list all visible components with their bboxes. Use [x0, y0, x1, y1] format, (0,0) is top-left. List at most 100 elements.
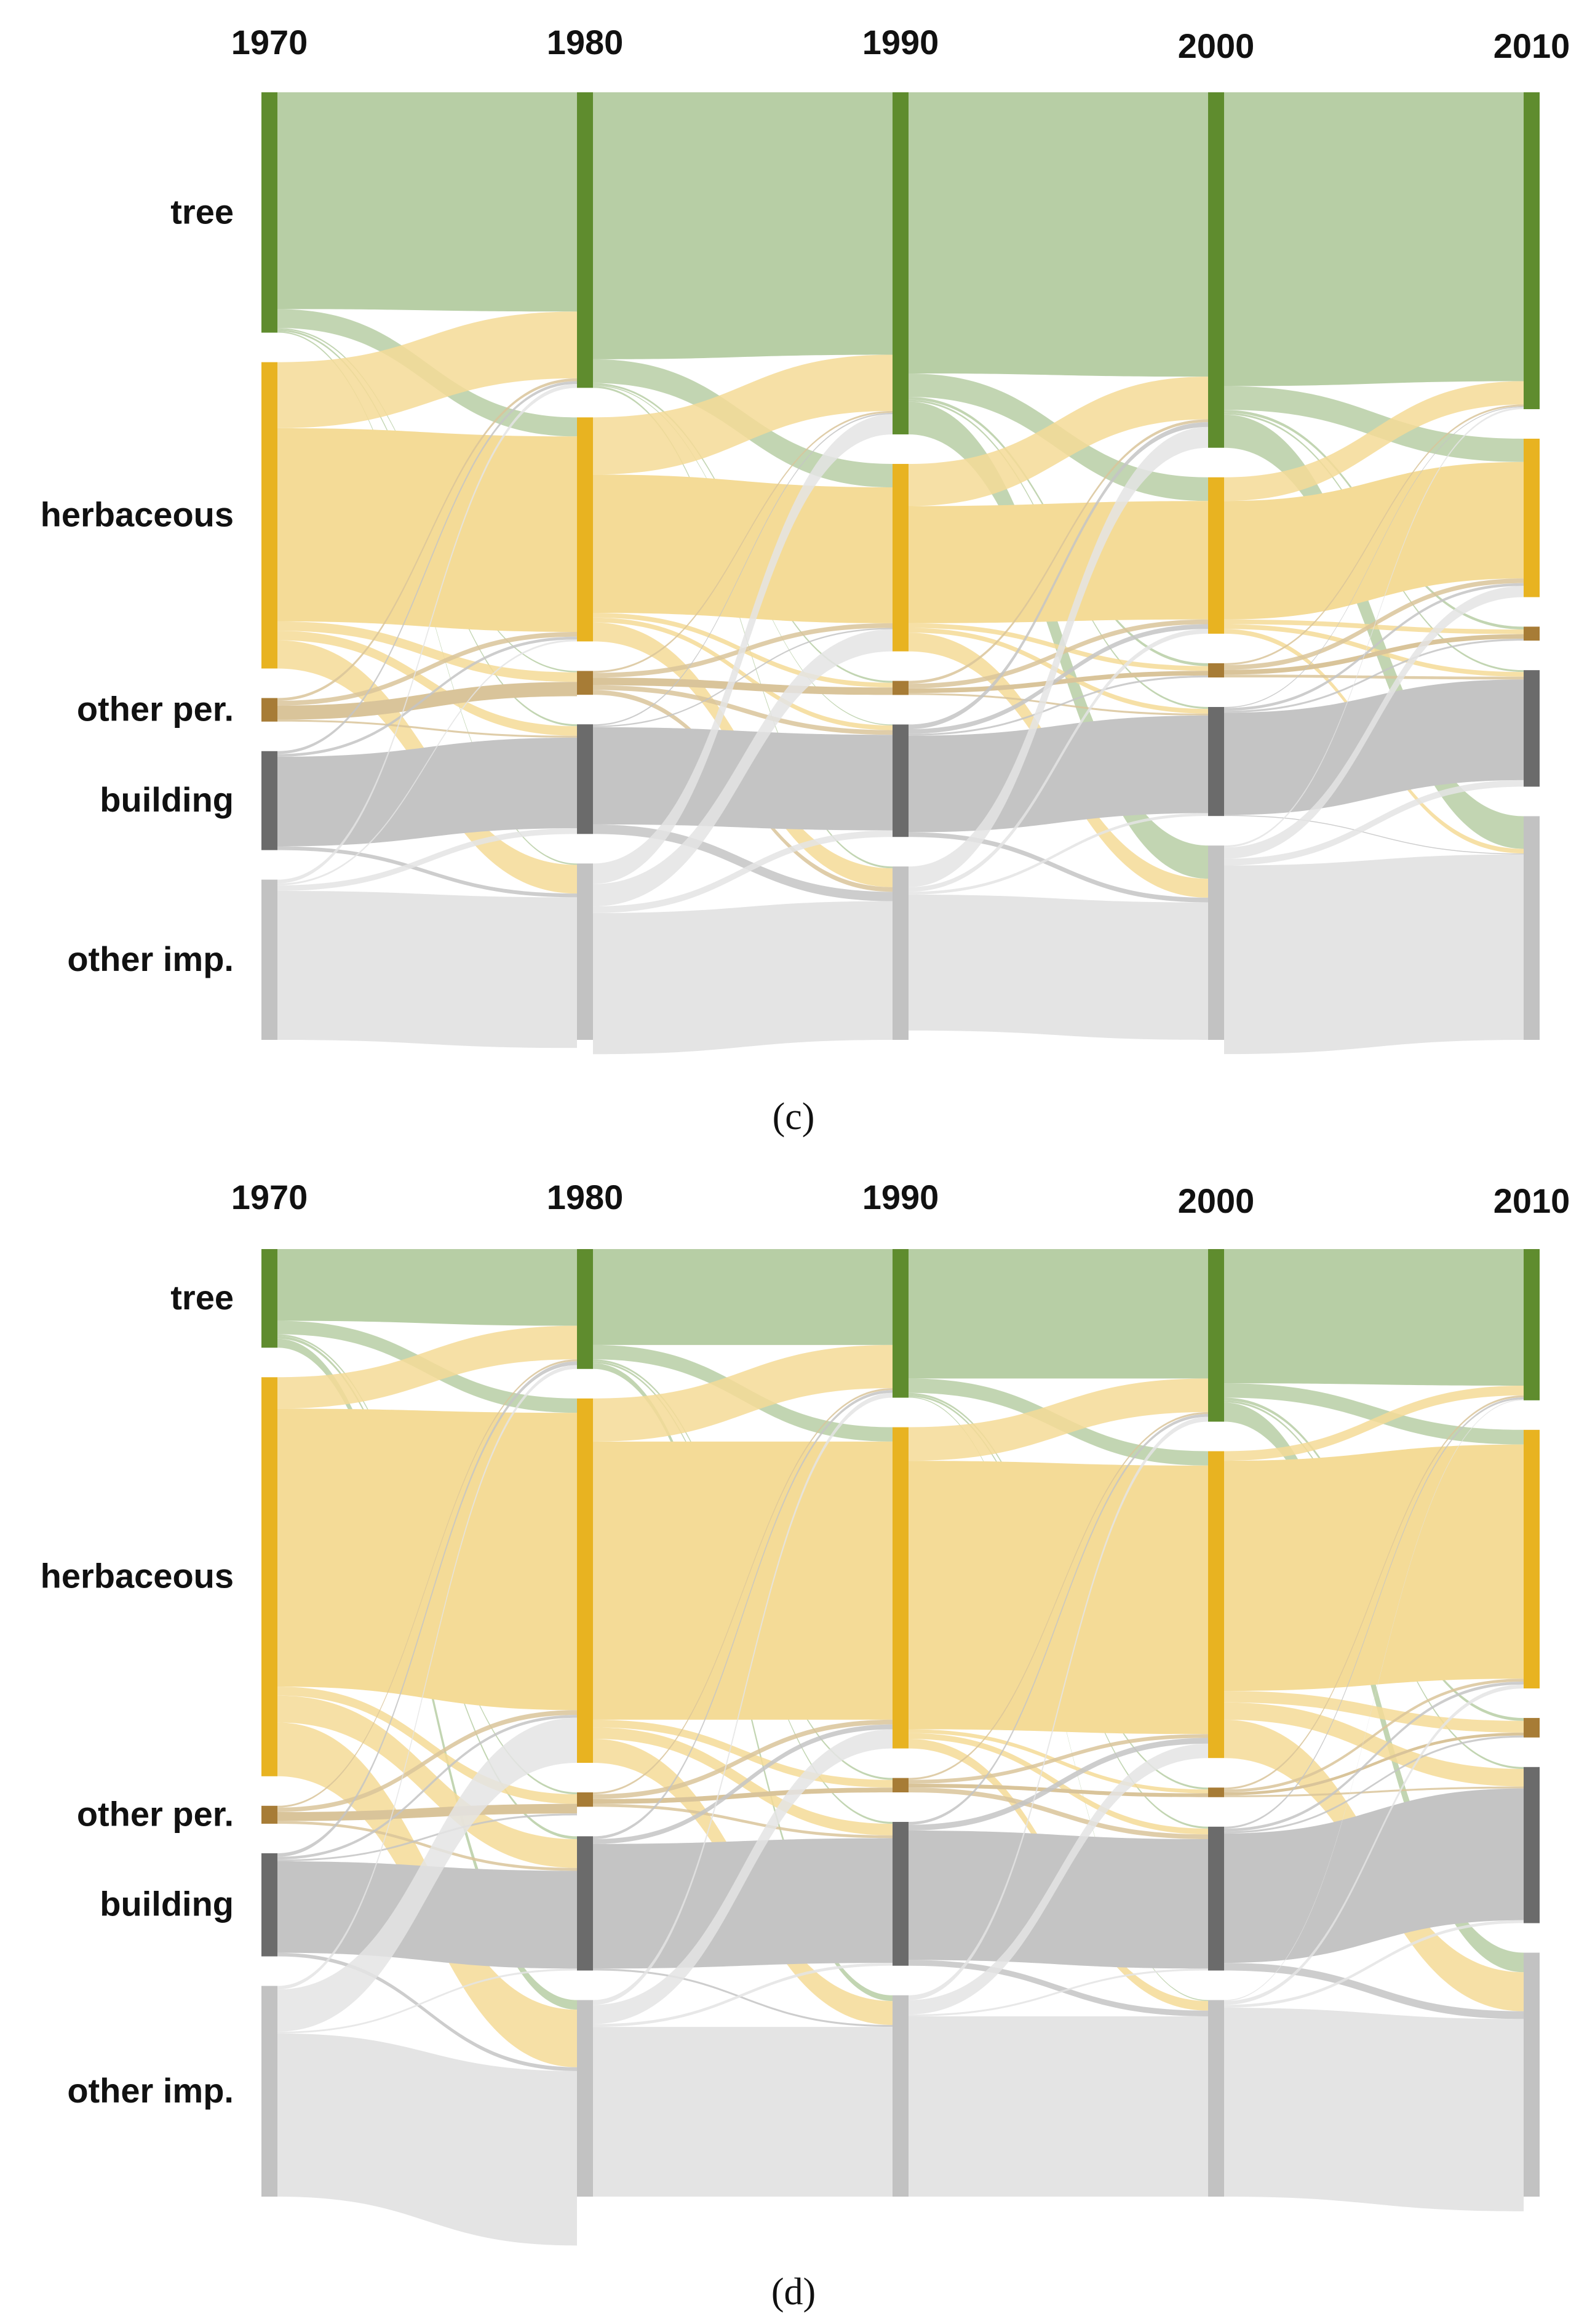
flow-building-2000-to-otherimp-2010 — [1224, 815, 1524, 855]
year-label-1980: 1980 — [547, 1178, 624, 1216]
flow-herb-1980-to-building-1990 — [593, 1727, 893, 1835]
node-otherper-2000 — [1208, 663, 1224, 678]
flow-otherper-1970-to-building-1980 — [277, 1821, 577, 1871]
flow-tree-2000-to-tree-2010 — [1224, 1249, 1524, 1386]
flow-building-1980-to-herb-1990 — [593, 628, 893, 727]
flow-tree-1990-to-tree-2000 — [909, 1249, 1208, 1379]
flow-building-1970-to-herb-1980 — [277, 1715, 577, 1860]
flow-building-1970-to-otherimp-1980 — [277, 1952, 577, 2071]
node-building-1970 — [261, 751, 277, 850]
node-building-1980 — [577, 1836, 593, 1971]
category-label-otherper: other per. — [77, 690, 234, 729]
flow-otherper-1970-to-building-1980 — [277, 719, 577, 738]
flow-otherimp-2000-to-herb-2010 — [1224, 586, 1524, 859]
node-building-1980 — [577, 724, 593, 834]
flow-otherper-1970-to-otherper-1980 — [277, 682, 577, 720]
node-herb-1980 — [577, 1398, 593, 1763]
node-tree-1980 — [577, 92, 593, 388]
caption-d: (d) — [0, 2270, 1587, 2314]
flow-building-1980-to-building-1990 — [593, 1838, 893, 1969]
flow-otherimp-1970-to-otherimp-1980 — [277, 2033, 577, 2246]
year-label-1980: 1980 — [547, 23, 624, 62]
flow-herb-1980-to-tree-1990 — [593, 354, 893, 475]
nodes — [261, 1249, 1540, 2197]
flows — [277, 1249, 1524, 2246]
flow-tree-1990-to-tree-2000 — [909, 92, 1208, 377]
flow-otherimp-1970-to-tree-1980 — [277, 384, 577, 884]
flow-herb-2000-to-tree-2010 — [1224, 1386, 1524, 1461]
node-otherper-1990 — [893, 1778, 909, 1792]
year-label-2010: 2010 — [1494, 1181, 1570, 1220]
flow-tree-1980-to-otherimp-1990 — [593, 386, 893, 869]
flow-herb-1970-to-tree-1980 — [277, 311, 577, 428]
flow-building-1990-to-herb-2000 — [909, 624, 1208, 734]
flow-herb-2000-to-building-2010 — [1224, 1702, 1524, 1787]
flow-tree-1980-to-tree-1990 — [593, 1249, 893, 1345]
node-herb-2010 — [1524, 1429, 1540, 1689]
flow-herb-1970-to-otherper-1980 — [277, 1687, 577, 1804]
flow-building-1970-to-tree-1980 — [277, 1361, 577, 1857]
node-herb-1970 — [261, 1377, 277, 1776]
flow-otherimp-2000-to-building-2010 — [1224, 780, 1524, 866]
flow-otherper-1970-to-herb-1980 — [277, 1710, 577, 1813]
node-otherper-1980 — [577, 1792, 593, 1807]
flow-building-1990-to-otherimp-2000 — [909, 832, 1208, 903]
flow-building-1980-to-tree-1990 — [593, 1390, 893, 1840]
flow-building-2000-to-herb-2010 — [1224, 583, 1524, 711]
panel-d-sankey: 1970 1980 1990 2000 2010 tree herbaceous other … — [41, 1178, 1570, 2246]
flow-otherper-2000-to-tree-2010 — [1224, 1395, 1524, 1790]
flow-otherimp-1990-to-tree-2000 — [909, 1416, 1208, 2000]
flow-otherimp-1990-to-otherimp-2000 — [909, 2016, 1208, 2197]
flow-herb-1970-to-herb-1980 — [277, 1408, 577, 1711]
node-herb-1990 — [893, 463, 909, 652]
flow-otherper-1990-to-building-2000 — [909, 1787, 1208, 1840]
flow-building-1970-to-otherimp-1980 — [277, 846, 577, 898]
flow-otherper-1990-to-tree-2000 — [909, 1412, 1208, 1780]
year-label-1970: 1970 — [231, 23, 308, 62]
node-otherper-1990 — [893, 681, 909, 695]
caption-d-text: (d) — [771, 2271, 816, 2313]
category-label-tree: tree — [170, 192, 234, 231]
flow-otherimp-1990-to-otherimp-2000 — [909, 894, 1208, 1040]
flow-otherimp-1980-to-tree-1990 — [593, 1392, 893, 2005]
flow-otherper-1980-to-building-1990 — [593, 1803, 893, 1839]
node-herb-1970 — [261, 362, 277, 669]
flow-building-1970-to-otherper-1980 — [277, 1813, 577, 1862]
node-tree-2010 — [1524, 1249, 1540, 1400]
node-tree-2010 — [1524, 92, 1540, 409]
flow-herb-1970-to-building-1980 — [277, 631, 577, 736]
flow-herb-1980-to-herb-1990 — [593, 474, 893, 623]
node-herb-2000 — [1208, 477, 1224, 634]
node-otherimp-1970 — [261, 1986, 277, 2197]
flow-building-1990-to-tree-2000 — [909, 422, 1208, 730]
panel-c-sankey: 1970 1980 1990 2000 2010 tree herbaceous other … — [41, 23, 1570, 1055]
flow-otherimp-1970-to-building-1980 — [277, 828, 577, 891]
year-label-1970: 1970 — [231, 1178, 308, 1216]
flow-otherper-1990-to-tree-2000 — [909, 419, 1208, 684]
flow-building-2000-to-otherimp-2010 — [1224, 1963, 1524, 2019]
flow-otherper-1980-to-tree-1990 — [593, 410, 893, 673]
flow-herb-1970-to-tree-1980 — [277, 1325, 577, 1409]
flow-herb-2000-to-herb-2010 — [1224, 461, 1524, 620]
flow-tree-2000-to-otherimp-2010 — [1224, 1402, 1524, 1973]
flow-building-2000-to-otherper-2010 — [1224, 639, 1524, 713]
flow-herb-1970-to-building-1980 — [277, 1695, 577, 1868]
node-otherimp-1980 — [577, 2000, 593, 2197]
node-building-1990 — [893, 724, 909, 837]
flow-tree-1970-to-tree-1980 — [277, 92, 577, 312]
flow-otherper-2000-to-building-2010 — [1224, 1786, 1524, 1797]
flow-otherimp-1980-to-otherimp-1990 — [593, 2027, 893, 2197]
node-otherper-1980 — [577, 671, 593, 695]
flow-herb-1970-to-herb-1980 — [277, 428, 577, 632]
flow-building-1970-to-tree-1980 — [277, 381, 577, 754]
node-tree-1970 — [261, 1249, 277, 1348]
flow-otherimp-2000-to-herb-2010 — [1224, 1684, 1524, 2005]
year-label-1990: 1990 — [862, 1178, 939, 1216]
flow-building-1980-to-otherimp-1990 — [593, 1968, 893, 2027]
flow-otherper-1970-to-tree-1980 — [277, 1359, 577, 1808]
flow-otherimp-1990-to-herb-2000 — [909, 1743, 1208, 2015]
node-tree-1990 — [893, 92, 909, 434]
flow-building-1990-to-building-2000 — [909, 1831, 1208, 1969]
node-tree-2000 — [1208, 1249, 1224, 1422]
